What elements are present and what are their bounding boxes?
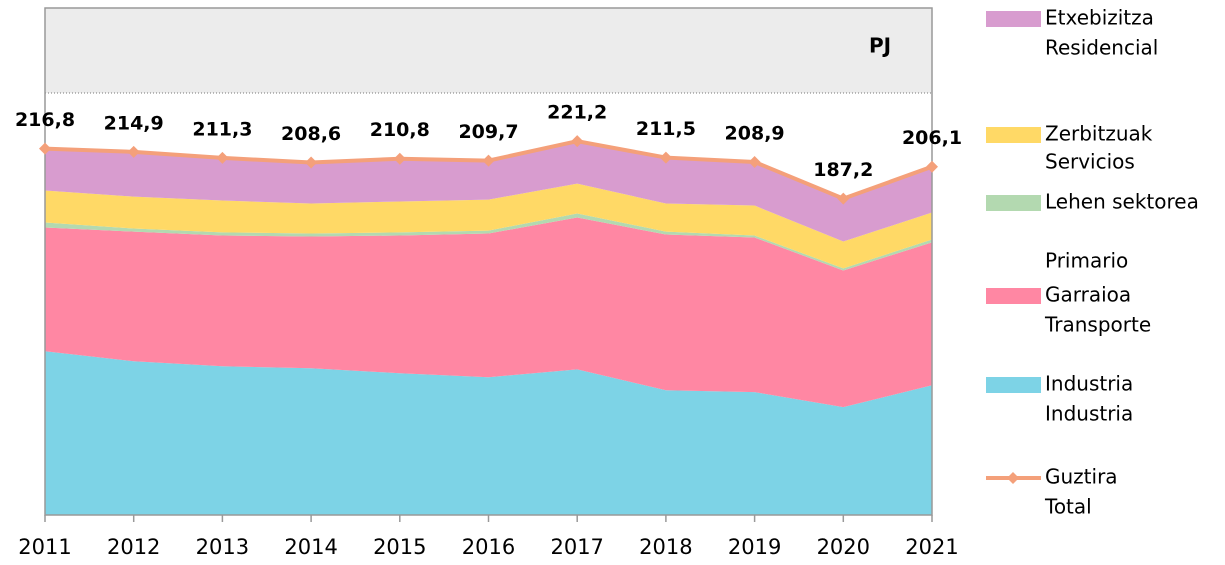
total-marker — [482, 154, 495, 167]
legend-label: Primario — [1045, 249, 1128, 273]
legend-label: Servicios — [1045, 150, 1135, 174]
data-label: 206,1 — [902, 127, 962, 149]
area — [45, 217, 932, 408]
legend-label: Etxebizitza — [1045, 6, 1154, 30]
legend-swatch — [986, 11, 1041, 27]
data-label: 208,9 — [725, 122, 785, 144]
total-marker — [571, 135, 584, 148]
data-label: 208,6 — [281, 123, 341, 145]
x-tick-label: 2021 — [905, 535, 958, 559]
x-tick-label: 2019 — [728, 535, 781, 559]
x-tick-label: 2016 — [462, 535, 515, 559]
total-marker — [216, 151, 229, 164]
legend-label: Guztira — [1045, 465, 1118, 489]
x-tick-label: 2015 — [373, 535, 426, 559]
total-marker — [926, 160, 938, 173]
data-label: 216,8 — [15, 109, 75, 131]
x-tick-label: 2011 — [18, 535, 71, 559]
x-tick-label: 2018 — [639, 535, 692, 559]
total-marker — [748, 155, 761, 168]
total-marker — [305, 156, 318, 169]
legend-label: Lehen sektorea — [1045, 190, 1199, 214]
unit-label: PJ — [869, 34, 891, 58]
total-marker — [393, 152, 406, 165]
area — [45, 141, 932, 242]
legend-label: Garraioa — [1045, 283, 1131, 307]
total-marker — [659, 151, 672, 164]
plot-band — [45, 8, 932, 93]
legend-label: Transporte — [1044, 313, 1151, 337]
legend-swatch — [986, 127, 1041, 143]
legend-swatch — [986, 377, 1041, 393]
total-marker — [39, 142, 51, 155]
data-label: 210,8 — [370, 119, 430, 141]
total-marker — [127, 145, 140, 158]
legend-swatch — [986, 288, 1041, 304]
legend-label: Industria — [1045, 372, 1133, 396]
x-tick-label: 2013 — [196, 535, 249, 559]
area — [45, 351, 932, 515]
x-tick-label: 2020 — [817, 535, 870, 559]
legend-label: Industria — [1045, 402, 1133, 426]
x-tick-label: 2012 — [107, 535, 160, 559]
legend-marker — [1007, 472, 1019, 484]
legend-swatch — [986, 195, 1041, 211]
data-label: 211,3 — [192, 118, 252, 140]
area — [45, 183, 932, 269]
data-label: 214,9 — [104, 112, 164, 134]
total-marker — [837, 192, 850, 205]
legend-label: Total — [1044, 495, 1092, 519]
legend-label: Residencial — [1045, 36, 1158, 60]
data-label: 209,7 — [458, 121, 518, 143]
x-tick-label: 2014 — [284, 535, 337, 559]
data-label: 211,5 — [636, 118, 696, 140]
data-label: 221,2 — [547, 102, 607, 124]
data-label: 187,2 — [813, 159, 873, 181]
legend-label: Zerbitzuak — [1045, 122, 1153, 146]
x-tick-label: 2017 — [550, 535, 603, 559]
